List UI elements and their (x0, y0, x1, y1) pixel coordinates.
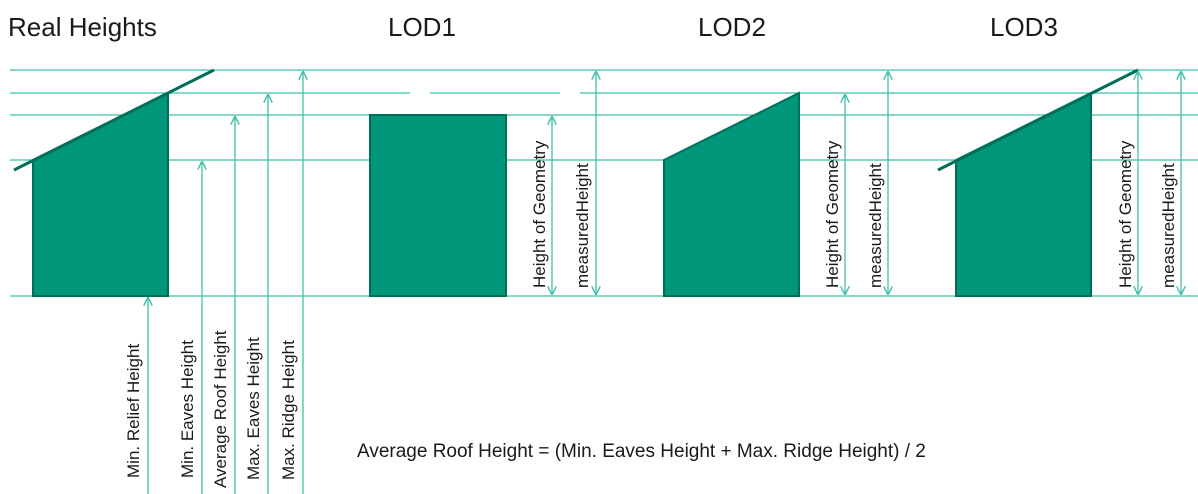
average-roof-height-formula: Average Roof Height = (Min. Eaves Height… (357, 441, 926, 462)
title-real-heights: Real Heights (8, 12, 157, 42)
lod1-building (369, 114, 507, 297)
label-average-roof-height: Average Roof Height (211, 330, 230, 488)
lod3-dimensions (1138, 72, 1181, 294)
title-lod1: LOD1 (388, 12, 456, 42)
real-height-arrows (148, 72, 303, 494)
lod3-label-measured-height: measuredHeight (1159, 163, 1178, 288)
buildings (13, 68, 1139, 297)
lod2-label-height-of-geometry: Height of Geometry (823, 140, 842, 288)
title-lod2: LOD2 (698, 12, 766, 42)
lod2-building (663, 91, 800, 297)
title-lod3: LOD3 (990, 12, 1058, 42)
lod2-label-measured-height: measuredHeight (866, 163, 885, 288)
label-max-eaves-height: Max. Eaves Height (244, 337, 263, 480)
lod2-dimensions (845, 72, 888, 294)
lod3-roof-overhang-line (937, 68, 1139, 172)
real-building (32, 91, 169, 297)
lod1-label-height-of-geometry: Height of Geometry (530, 140, 549, 288)
lod3-label-height-of-geometry: Height of Geometry (1116, 140, 1135, 288)
label-min-eaves-height: Min. Eaves Height (178, 340, 197, 478)
lod3-building (955, 91, 1092, 297)
real-roof-slope-line (13, 68, 215, 172)
lod1-label-measured-height: measuredHeight (573, 163, 592, 288)
label-min-relief-height: Min. Relief Height (124, 344, 143, 478)
lod1-dimensions (552, 72, 596, 294)
label-max-ridge-height: Max. Ridge Height (279, 340, 298, 480)
